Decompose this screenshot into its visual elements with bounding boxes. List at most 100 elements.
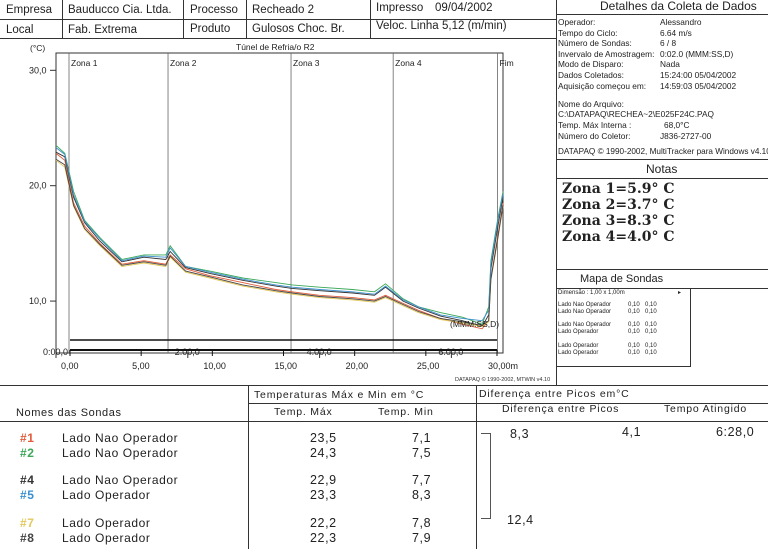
y-tick-label: 10,0 [29, 296, 47, 306]
collector-label: Número do Coletor: [558, 131, 631, 141]
probe-tmax: 23,5 [310, 431, 337, 445]
x-tick-label: 6:00,0 [438, 347, 463, 357]
y-axis-label: (°C) [30, 43, 45, 53]
probe-tmax: 22,2 [310, 516, 337, 530]
probe-map-b: 0,10 [645, 329, 657, 335]
peak-time-header: Tempo Atingido [664, 403, 747, 415]
details-value: 14:59:03 05/04/2002 [660, 80, 737, 91]
names-header: Nomes das Sondas [16, 407, 122, 419]
file-value: C:\DATAPAQ\RECHEA~2\E025F24C.PAQ [558, 109, 714, 119]
probe-id: #7 [20, 516, 35, 530]
probe-name: Lado Operador [62, 516, 151, 530]
tmin-header: Temp. Min [378, 406, 434, 418]
notes-line-zona-1: Zona 1=5.9° C [562, 181, 675, 197]
file-label: Nome do Arquivo: [558, 99, 624, 109]
peak-time-value: 6:28,0 [716, 425, 755, 439]
probe-map-name: Lado Operador [558, 350, 599, 356]
zone-label: Fim [500, 58, 514, 68]
probe-id: #4 [20, 473, 35, 487]
details-value: Nada [660, 59, 680, 70]
probe-map-name: Lado Nao Operador [558, 302, 612, 308]
distance-tick-label: 30,00m [488, 361, 518, 371]
details-label: Invervalo de Amostragem: [558, 48, 655, 59]
distance-tick-label: 5,00 [132, 361, 150, 371]
probe-tmin: 7,1 [412, 431, 432, 445]
probe-tmin: 7,9 [412, 531, 432, 545]
details-value: 15:24:00 05/04/2002 [660, 70, 737, 80]
probe-tmax: 22,9 [310, 473, 337, 487]
series-line [55, 158, 504, 326]
zone-label: Zona 3 [293, 58, 320, 68]
probe-tmin: 8,3 [412, 488, 432, 502]
probe-tmin: 7,5 [412, 446, 432, 460]
details-value: 0:02.0 (MMM:SS,D) [660, 48, 734, 59]
details-value: 6.64 m/s [660, 27, 692, 38]
notes-line-zona-3: Zona 3=8.3° C [562, 213, 675, 229]
probe-map-a: 0,10 [628, 343, 640, 349]
probe-name: Lado Nao Operador [62, 446, 179, 460]
probe-id: #2 [20, 446, 35, 460]
distance-tick-label: 15,00 [275, 361, 298, 371]
probe-map-a: 0,10 [628, 322, 640, 328]
veloc-value: 5,12 (m/min) [442, 20, 507, 32]
tmax-header: Temp. Máx [274, 406, 333, 418]
probe-name: Lado Operador [62, 531, 151, 545]
details-label: Operador: [558, 17, 596, 27]
impresso-value: 09/04/2002 [435, 2, 493, 14]
notes-line-zona-4: Zona 4=4.0° C [562, 229, 675, 245]
probe-id: #8 [20, 531, 35, 545]
peaks-header: Diferença entre Picos em°C [479, 388, 630, 400]
distance-tick-label: 10,00 [203, 361, 226, 371]
produto-value: Gulosos Choc. Br. [252, 23, 345, 35]
peak-bracket [481, 433, 491, 519]
tmax-label: Temp. Máx Interna : [558, 120, 632, 130]
empresa-value: Bauducco Cia. Ltda. [68, 4, 172, 16]
probe-map-a: 0,10 [628, 350, 640, 356]
probe-map-b: 0,10 [645, 309, 657, 315]
probe-name: Lado Operador [62, 488, 151, 502]
veloc-label: Veloc. Linha [376, 20, 439, 32]
zone-label: Zona 4 [395, 58, 422, 68]
probe-map-dimension: Dimensão : 1,00 x 1,00m [558, 290, 625, 296]
zone-label: Zona 1 [71, 58, 98, 68]
temperature-chart: Túnel de Refria/o R2 (°C) Zona 1 Zona 2 Zo… [29, 42, 550, 383]
produto-label: Produto [190, 23, 231, 35]
series-line [55, 159, 504, 327]
y-tick-label: 30,0 [29, 65, 47, 75]
probe-tmax: 22,3 [310, 531, 337, 545]
processo-value: Recheado 2 [252, 4, 315, 16]
probe-name: Lado Nao Operador [62, 431, 179, 445]
details-value: 6 / 8 [660, 38, 677, 49]
notes-title: Notas [646, 162, 678, 176]
collector-value: J836-2727-00 [660, 131, 712, 141]
y-tick-label: 20,0 [29, 181, 47, 191]
details-label: Aquisição começou em: [558, 80, 647, 91]
distance-tick-label: 20,00 [346, 361, 369, 371]
peak-diff-value: 4,1 [622, 425, 642, 439]
temps-header: Temperaturas Máx e Min em °C [254, 389, 425, 401]
probe-map-b: 0,10 [645, 343, 657, 349]
x-tick-label: 4:00,0 [307, 347, 332, 357]
local-label: Local [6, 24, 34, 36]
distance-tick-label: 0,00 [61, 361, 79, 371]
x-tick-label: 2:00,0 [175, 347, 200, 357]
probe-map-b: 0,10 [645, 350, 657, 356]
notes-line-zona-2: Zona 2=3.7° C [562, 197, 675, 213]
probe-map-name: Lado Operador [558, 329, 599, 335]
details-label: Modo de Disparo: [558, 59, 624, 70]
details-value: Alessandro [660, 17, 702, 27]
distance-tick-label: 25,00 [417, 361, 440, 371]
probe-tmin: 7,8 [412, 516, 432, 530]
tmax-value: 68,0°C [664, 120, 690, 130]
peak-diff-header: Diferença entre Picos [502, 403, 620, 415]
probe-tmax: 23,3 [310, 488, 337, 502]
peak-min-value: 12,4 [507, 513, 534, 527]
series-line [55, 153, 504, 330]
probe-name: Lado Nao Operador [62, 473, 179, 487]
probe-map-b: 0,10 [645, 302, 657, 308]
local-value: Fab. Extrema [68, 24, 138, 36]
chart-title: Túnel de Refria/o R2 [236, 42, 315, 52]
details-title: Detalhes da Coleta de Dados [600, 0, 757, 13]
probe-id: #1 [20, 431, 35, 445]
chart-footer: DATAPAQ © 1990-2002, MTWIN v4.10 [455, 376, 550, 383]
